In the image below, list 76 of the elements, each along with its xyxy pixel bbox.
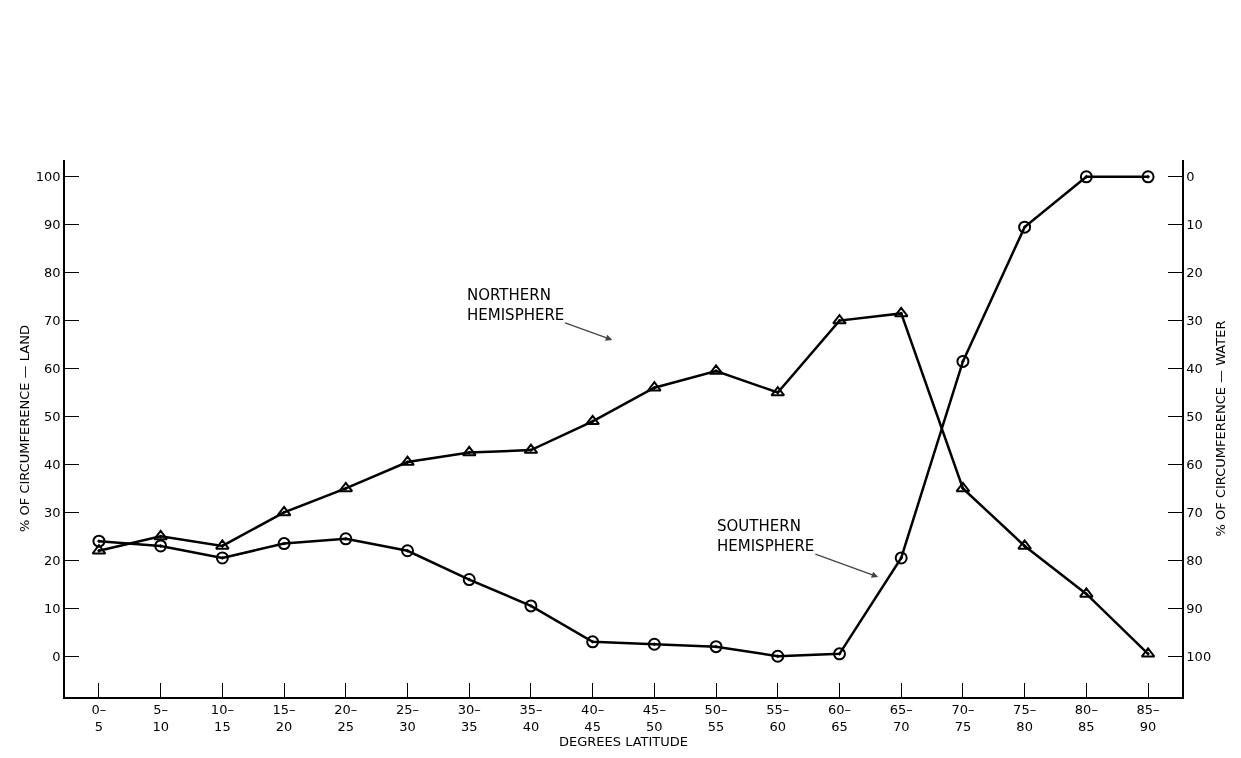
x-tick-label: 65– 70 — [889, 702, 913, 735]
y2-tick-label: 10 — [1186, 217, 1203, 233]
point — [277, 537, 291, 551]
y-tick-label: 90 — [44, 217, 61, 233]
point — [893, 306, 909, 318]
annotation: NORTHERN HEMISPHERE — [467, 286, 565, 324]
point — [894, 551, 908, 565]
point — [956, 354, 970, 368]
point — [215, 551, 229, 565]
point — [771, 649, 785, 663]
y-tick-label: 70 — [44, 313, 61, 329]
x-tick-label: 5– 10 — [152, 702, 169, 735]
y-tick-label: 50 — [44, 409, 61, 425]
point — [338, 481, 354, 493]
y-tick-label: 100 — [35, 169, 61, 185]
x-tick-label: 25– 30 — [395, 702, 420, 735]
y2-tick-label: 100 — [1186, 648, 1212, 664]
x-tick-label: 50– 55 — [704, 702, 728, 735]
y-tick-label: 40 — [44, 457, 61, 473]
x-tick-label: 75– 80 — [1013, 702, 1037, 735]
x-tick-label: 60– 65 — [827, 702, 852, 735]
x-tick-label: 15– 20 — [272, 702, 296, 735]
point — [1018, 220, 1032, 234]
point — [401, 544, 415, 558]
y2-tick-label: 60 — [1186, 457, 1203, 473]
y2-tick-label: 80 — [1186, 552, 1203, 568]
point — [955, 481, 971, 493]
point — [276, 505, 292, 517]
x-tick-label: 80– 85 — [1074, 702, 1098, 735]
point — [647, 637, 661, 651]
x-tick-label: 30– 35 — [457, 702, 481, 735]
x-tick-label: 0– 5 — [91, 702, 107, 735]
y-tick-label: 30 — [44, 504, 61, 520]
point — [524, 599, 538, 613]
y-tick-label: 60 — [44, 361, 61, 377]
y2-tick-label: 40 — [1186, 361, 1203, 377]
point — [585, 414, 600, 426]
point — [92, 534, 106, 548]
y-tick-label: 20 — [44, 552, 61, 568]
x-tick-label: 10– 15 — [210, 702, 234, 735]
point — [400, 455, 415, 466]
point — [215, 539, 230, 550]
y2-tick-label: 90 — [1186, 600, 1203, 616]
annotation: SOUTHERN HEMISPHERE — [717, 517, 815, 555]
point — [832, 647, 846, 661]
x-tick-label: 85– 90 — [1136, 702, 1160, 735]
y2-tick-label: 70 — [1186, 504, 1203, 520]
point — [153, 529, 168, 541]
point — [462, 573, 476, 587]
y2-tick-label: 20 — [1186, 265, 1203, 281]
x-tick-label: 45– 50 — [642, 702, 666, 735]
x-tick-label: 70– 75 — [951, 702, 975, 735]
point — [647, 381, 662, 392]
x-tick-label: 40– 45 — [581, 702, 605, 735]
point — [1017, 539, 1032, 550]
y2-axis-title: % OF CIRCUMFERENCE — WATER — [1213, 320, 1228, 537]
point — [586, 635, 600, 649]
point — [339, 532, 353, 546]
y2-tick-label: 30 — [1186, 313, 1203, 329]
y2-tick-label: 50 — [1186, 409, 1203, 425]
y-tick-label: 0 — [52, 648, 61, 664]
y-tick-label: 80 — [44, 265, 61, 281]
point — [1079, 170, 1093, 184]
point — [461, 445, 477, 457]
x-tick-label: 55– 60 — [766, 702, 790, 735]
y-tick-label: 10 — [44, 600, 61, 616]
point — [1079, 587, 1094, 598]
y-axis-title: % OF CIRCUMFERENCE — LAND — [16, 325, 32, 532]
x-tick-label: 20– 25 — [334, 702, 358, 735]
x-axis-title: DEGREES LATITUDE — [558, 734, 689, 750]
point — [709, 640, 723, 654]
point — [832, 314, 847, 325]
point — [1141, 170, 1155, 184]
x-tick-label: 35– 40 — [519, 702, 543, 735]
point — [154, 539, 168, 553]
y2-tick-label: 0 — [1186, 169, 1195, 185]
